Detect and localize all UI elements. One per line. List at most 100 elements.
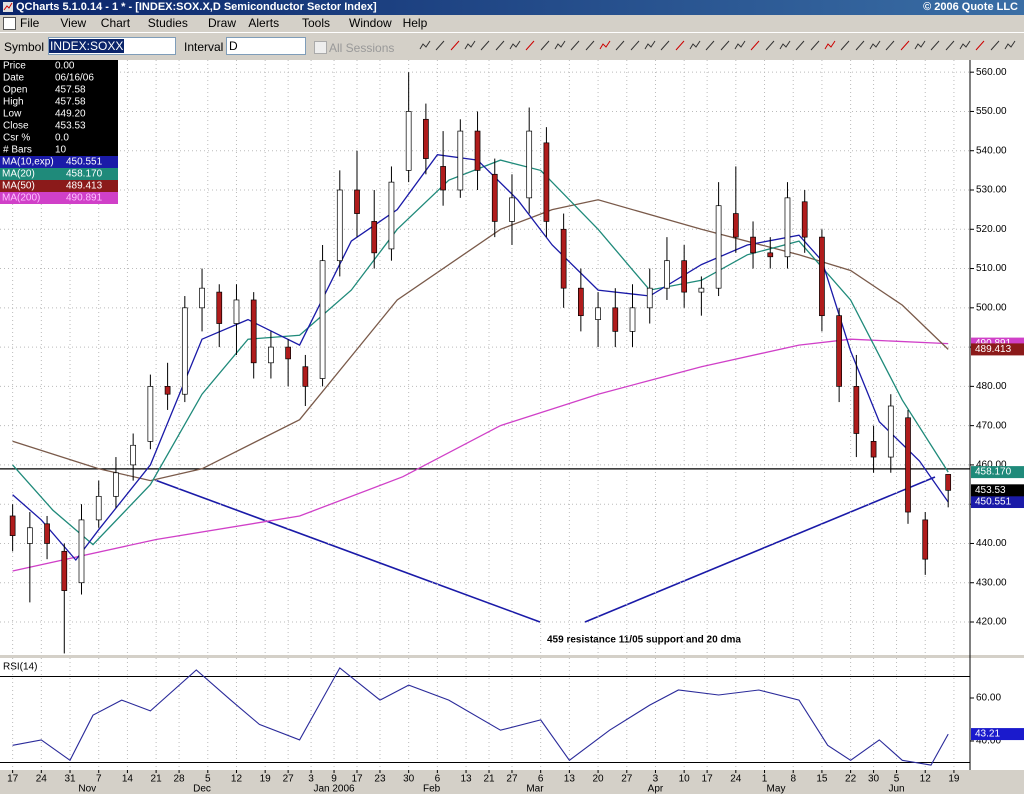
x-tick-label: 3 bbox=[653, 774, 659, 785]
menu-item[interactable]: Chart bbox=[100, 16, 131, 30]
button-glyph bbox=[869, 40, 881, 50]
value-box-label: 489.413 bbox=[975, 344, 1012, 355]
toolbar-button[interactable] bbox=[763, 38, 777, 53]
x-tick-label: 1 bbox=[762, 774, 768, 785]
toolbar-button[interactable] bbox=[688, 38, 702, 53]
toolbar-button[interactable] bbox=[658, 38, 672, 53]
toolbar-button[interactable] bbox=[913, 38, 927, 53]
toolbar-button[interactable] bbox=[643, 38, 657, 53]
y-tick-label: 470.00 bbox=[976, 420, 1007, 431]
candle-body bbox=[61, 550, 68, 591]
toolbar-button[interactable] bbox=[718, 38, 732, 53]
menu-item[interactable]: File bbox=[20, 16, 40, 30]
button-glyph bbox=[509, 40, 521, 50]
toolbar-button[interactable] bbox=[943, 38, 957, 53]
toolbar-button[interactable] bbox=[748, 38, 762, 53]
month-label: Nov bbox=[78, 784, 96, 794]
candle-body bbox=[767, 252, 774, 258]
toolbar-button[interactable] bbox=[598, 38, 612, 53]
menu-item[interactable]: Draw bbox=[208, 16, 237, 30]
x-tick-label: 13 bbox=[564, 774, 576, 785]
toolbar-button[interactable] bbox=[793, 38, 807, 53]
toolbar-button[interactable] bbox=[568, 38, 582, 53]
toolbar-button[interactable] bbox=[1003, 38, 1017, 53]
toolbar-button[interactable] bbox=[418, 38, 432, 53]
toolbar-button[interactable] bbox=[733, 38, 747, 53]
ma-value: 450.551 bbox=[66, 157, 103, 168]
ma-row bbox=[0, 192, 118, 204]
toolbar-button[interactable] bbox=[883, 38, 897, 53]
candle-body bbox=[612, 307, 619, 332]
doc-icon[interactable] bbox=[3, 17, 16, 30]
value-box bbox=[971, 728, 1024, 741]
toolbar-button[interactable] bbox=[493, 38, 507, 53]
y-tick-label: 520.00 bbox=[976, 224, 1007, 235]
button-glyph bbox=[750, 40, 760, 51]
menu-item[interactable]: Studies bbox=[147, 16, 188, 30]
toolbar-button[interactable] bbox=[538, 38, 552, 53]
candle-body bbox=[853, 386, 860, 434]
candle-body bbox=[526, 130, 533, 199]
toolbar-button[interactable] bbox=[433, 38, 447, 53]
info-value: 457.58 bbox=[55, 97, 86, 108]
toolbar-button[interactable] bbox=[523, 38, 537, 53]
menu-item[interactable]: Alerts bbox=[248, 16, 280, 30]
info-panel bbox=[0, 60, 118, 156]
toolbar-button[interactable] bbox=[463, 38, 477, 53]
candle-body bbox=[9, 515, 16, 536]
toolbar-button[interactable] bbox=[613, 38, 627, 53]
menu-item[interactable]: Help bbox=[402, 16, 428, 30]
toolbar-button[interactable] bbox=[808, 38, 822, 53]
moving-average-line bbox=[12, 159, 949, 546]
toolbar-button[interactable] bbox=[628, 38, 642, 53]
toolbar-button[interactable] bbox=[973, 38, 987, 53]
button-glyph bbox=[540, 40, 550, 51]
candle-body bbox=[905, 417, 911, 513]
x-tick-label: 24 bbox=[36, 774, 48, 785]
toolbar-button[interactable] bbox=[778, 38, 792, 53]
x-tick-label: 27 bbox=[506, 774, 518, 785]
menu-item[interactable]: Window bbox=[349, 16, 392, 30]
toolbar-button[interactable] bbox=[673, 38, 687, 53]
button-glyph bbox=[630, 40, 640, 51]
toolbar-button[interactable] bbox=[583, 38, 597, 53]
menu-item[interactable]: Tools bbox=[302, 16, 331, 30]
button-glyph bbox=[885, 40, 895, 51]
toolbar-button[interactable] bbox=[928, 38, 942, 53]
interval-input[interactable]: D bbox=[226, 37, 306, 55]
toolbar-button[interactable] bbox=[448, 38, 462, 53]
window-title: QCharts 5.1.0.14 - 1 * - [INDEX:SOX.X,D … bbox=[16, 1, 377, 13]
toolbar-button[interactable] bbox=[838, 38, 852, 53]
ma-value: 489.413 bbox=[66, 181, 103, 192]
toolbar-button[interactable] bbox=[868, 38, 882, 53]
value-box bbox=[971, 466, 1024, 479]
month-label: May bbox=[767, 784, 786, 794]
candle-body bbox=[750, 236, 756, 254]
sessions-checkbox[interactable] bbox=[314, 41, 327, 54]
toolbar-button[interactable] bbox=[703, 38, 717, 53]
toolbar-button[interactable] bbox=[823, 38, 837, 53]
symbol-input[interactable]: INDEX:SOXX bbox=[48, 37, 176, 55]
toolbar-button[interactable] bbox=[478, 38, 492, 53]
x-tick-label: 15 bbox=[816, 774, 828, 785]
app-icon bbox=[3, 2, 13, 12]
toolbar-button[interactable] bbox=[508, 38, 522, 53]
month-label: Jan 2006 bbox=[313, 784, 355, 794]
y-tick-label: 430.00 bbox=[976, 577, 1007, 588]
menu-item[interactable]: View bbox=[60, 16, 87, 30]
toolbar-button[interactable] bbox=[853, 38, 867, 53]
moving-average-line bbox=[12, 338, 949, 572]
toolbar-button[interactable] bbox=[553, 38, 567, 53]
x-tick-label: 10 bbox=[679, 774, 691, 785]
y-tick-label: 560.00 bbox=[976, 67, 1007, 78]
button-glyph bbox=[840, 40, 850, 51]
toolbar-button[interactable] bbox=[988, 38, 1002, 53]
candle-body bbox=[945, 474, 952, 491]
button-glyph bbox=[570, 40, 580, 51]
candle-body bbox=[423, 118, 429, 159]
value-box bbox=[971, 484, 1024, 497]
candle-body bbox=[491, 173, 498, 222]
toolbar-button[interactable] bbox=[898, 38, 912, 53]
toolbar-button[interactable] bbox=[958, 38, 972, 53]
